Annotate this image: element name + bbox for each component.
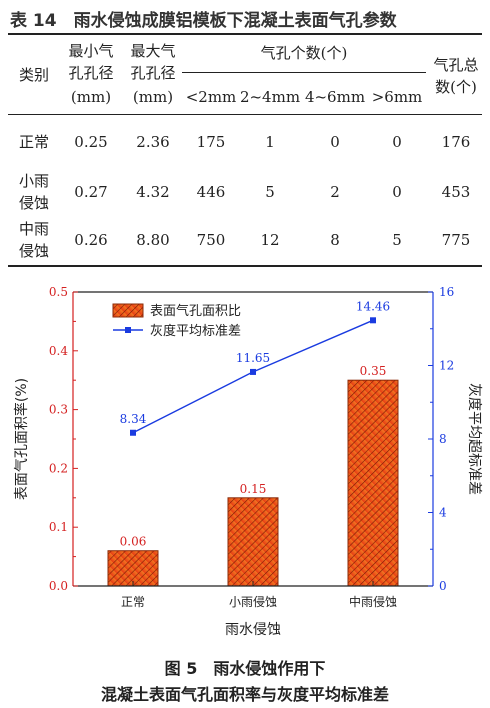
row-light-rain-bin-2to4: 5 bbox=[265, 183, 275, 201]
table-top-rule bbox=[8, 33, 482, 35]
header-max-line2: 孔孔径 bbox=[130, 64, 176, 82]
row-normal-min: 0.25 bbox=[74, 133, 108, 151]
row-light-rain-min: 0.27 bbox=[74, 183, 108, 201]
bar-1 bbox=[107, 550, 159, 587]
y-left-tick-label-4: 0.4 bbox=[49, 344, 68, 358]
legend-line-label: 灰度平均标准差 bbox=[150, 323, 241, 339]
header-min-line2: 孔孔径 bbox=[68, 64, 114, 82]
row-moderate-rain-name-line2: 侵蚀 bbox=[18, 242, 49, 260]
y-left-tick-label-1: 0.1 bbox=[49, 520, 68, 534]
y-right-tick-label-1: 4 bbox=[439, 506, 447, 520]
header-bin-lt2: <2mm bbox=[185, 88, 237, 106]
x-axis-title: 雨水侵蚀 bbox=[225, 621, 281, 638]
row-light-rain-max: 4.32 bbox=[136, 183, 170, 201]
table-bottom-rule bbox=[8, 265, 482, 267]
header-max-line1: 最大气 bbox=[130, 42, 176, 60]
y-right-axis-title: 灰度平均超标准差 bbox=[466, 383, 482, 495]
header-min-line1: 最小气 bbox=[68, 42, 114, 60]
row-light-rain-total: 453 bbox=[441, 183, 471, 201]
y-right-tick-label-3: 12 bbox=[439, 359, 454, 373]
header-bin-4to6: 4~6mm bbox=[304, 88, 366, 106]
row-moderate-rain-max: 8.80 bbox=[136, 231, 170, 249]
bar-3 bbox=[347, 379, 399, 587]
row-light-rain-bin-gt6: 0 bbox=[392, 183, 402, 201]
header-pore-count-group: 气孔个数(个) bbox=[260, 44, 348, 62]
y-right-tick-label-2: 8 bbox=[439, 432, 447, 446]
table-header-rule bbox=[8, 114, 482, 115]
row-normal-bin-gt6: 0 bbox=[392, 133, 402, 151]
header-total-line2: 数(个) bbox=[435, 78, 477, 96]
line-value-label-2: 11.65 bbox=[236, 351, 270, 365]
table-title: 表 14 雨水侵蚀成膜铝模板下混凝土表面气孔参数 bbox=[10, 11, 397, 31]
figure-caption-line1: 图 5 雨水侵蚀作用下 bbox=[164, 659, 326, 678]
figure-caption-line2: 混凝土表面气孔面积率与灰度平均标准差 bbox=[100, 685, 389, 704]
legend-bar-swatch bbox=[112, 303, 144, 318]
row-normal-bin-4to6: 0 bbox=[330, 133, 340, 151]
header-min-line3: (mm) bbox=[70, 88, 112, 106]
row-light-rain-bin-4to6: 2 bbox=[330, 183, 340, 201]
line-value-label-1: 8.34 bbox=[120, 412, 147, 426]
bar-value-label-3: 0.35 bbox=[360, 364, 387, 378]
row-normal-bin-lt2: 175 bbox=[196, 133, 226, 151]
header-bin-gt6: >6mm bbox=[371, 88, 423, 106]
bar-value-label-2: 0.15 bbox=[240, 482, 267, 496]
legend-line-marker bbox=[125, 327, 131, 333]
legend-bar-label: 表面气孔面积比 bbox=[150, 303, 241, 319]
y-left-axis-title: 表面气孔面积率(%) bbox=[13, 378, 30, 500]
line-point-3 bbox=[370, 317, 376, 324]
row-moderate-rain-min: 0.26 bbox=[74, 231, 108, 249]
row-moderate-rain-bin-2to4: 12 bbox=[260, 231, 280, 249]
row-normal-bin-2to4: 1 bbox=[265, 133, 275, 151]
y-left-tick-label-3: 0.3 bbox=[49, 403, 68, 417]
y-left-tick-label-5: 0.5 bbox=[49, 285, 68, 299]
header-total-line1: 气孔总 bbox=[433, 56, 479, 74]
row-moderate-rain-total: 775 bbox=[441, 231, 471, 249]
header-max-line3: (mm) bbox=[132, 88, 174, 106]
y-right-tick-label-0: 0 bbox=[439, 579, 447, 593]
row-moderate-rain-bin-gt6: 5 bbox=[392, 231, 402, 249]
row-moderate-rain-name-line1: 中雨 bbox=[18, 220, 49, 238]
row-light-rain-bin-lt2: 446 bbox=[196, 183, 226, 201]
x-tick-label-3: 中雨侵蚀 bbox=[349, 594, 397, 609]
x-tick-label-1: 正常 bbox=[121, 595, 145, 609]
row-light-rain-name-line1: 小雨 bbox=[18, 172, 49, 190]
bar-2 bbox=[227, 497, 279, 587]
bar-value-label-1: 0.06 bbox=[120, 535, 147, 549]
header-category: 类别 bbox=[18, 66, 49, 84]
y-left-tick-label-2: 0.2 bbox=[49, 461, 68, 475]
table-subgroup-rule bbox=[182, 72, 426, 73]
row-normal-max: 2.36 bbox=[136, 133, 170, 151]
y-left-tick-label-0: 0.0 bbox=[49, 579, 68, 593]
header-bin-2to4: 2~4mm bbox=[239, 88, 301, 106]
combo-chart: 0.06 0.15 0.35 8.34 11.65 14.46 0.0 0.1 0.2 0.3… bbox=[13, 285, 482, 638]
line-point-1 bbox=[130, 429, 136, 436]
y-right-tick-label-4: 16 bbox=[439, 285, 454, 299]
line-value-label-3: 14.46 bbox=[356, 299, 390, 313]
row-normal-name: 正常 bbox=[18, 133, 49, 151]
row-moderate-rain-bin-lt2: 750 bbox=[196, 231, 226, 249]
row-light-rain-name-line2: 侵蚀 bbox=[18, 194, 49, 212]
x-tick-label-2: 小雨侵蚀 bbox=[229, 594, 277, 609]
row-normal-total: 176 bbox=[441, 133, 471, 151]
line-point-2 bbox=[250, 368, 256, 375]
row-moderate-rain-bin-4to6: 8 bbox=[330, 231, 340, 249]
